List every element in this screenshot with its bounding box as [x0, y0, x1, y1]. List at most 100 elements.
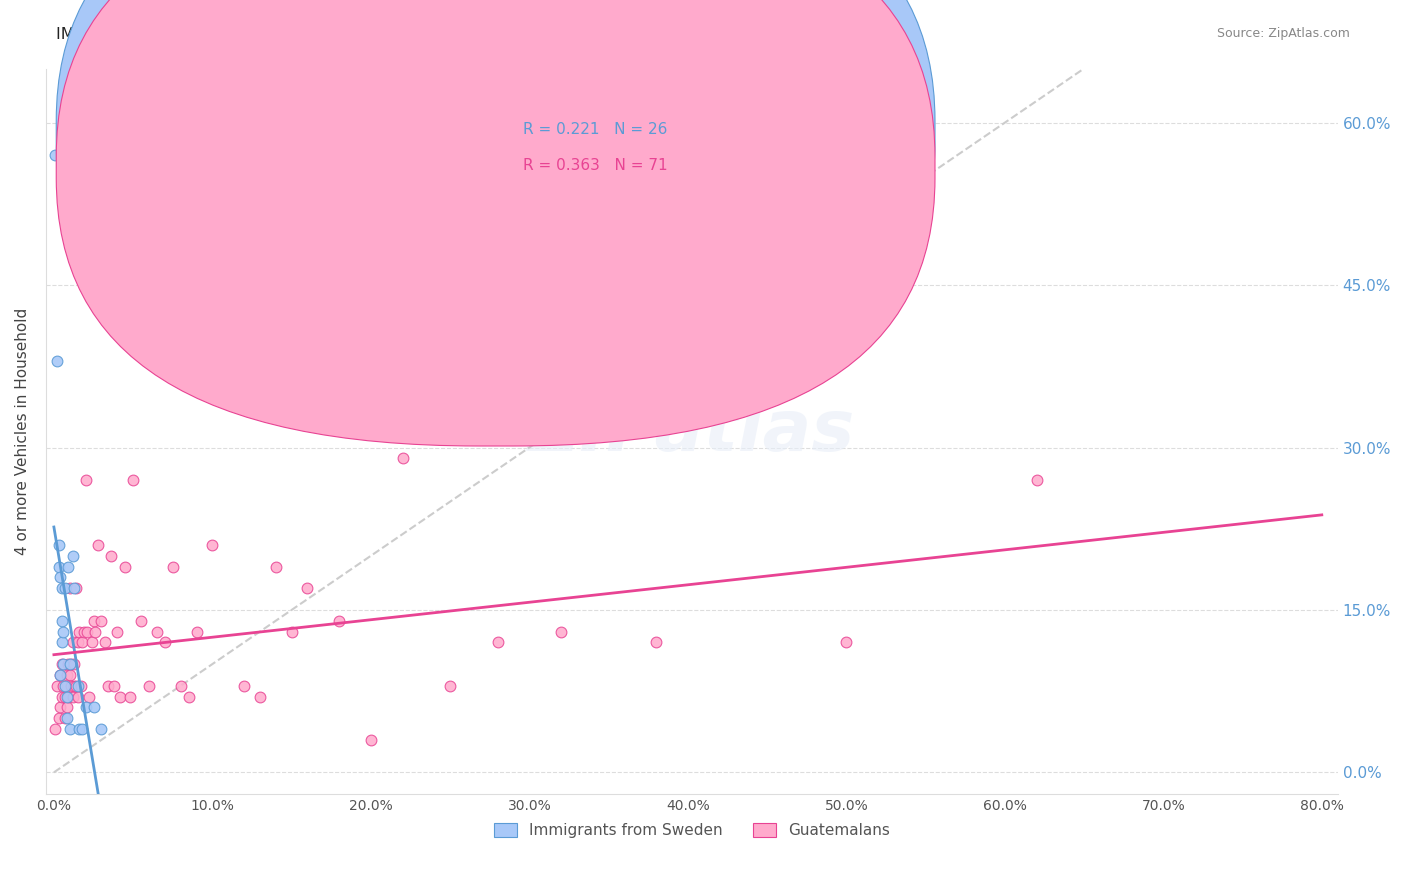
Point — [67, 722, 90, 736]
Point — [83, 700, 105, 714]
Point — [72, 722, 94, 736]
Point — [297, 582, 319, 596]
Point — [63, 582, 86, 596]
Point — [62, 549, 84, 563]
Point — [486, 635, 509, 649]
Point — [46, 354, 69, 368]
Point — [65, 679, 87, 693]
Text: IMMIGRANTS FROM SWEDEN VS GUATEMALAN 4 OR MORE VEHICLES IN HOUSEHOLD CORRELATION: IMMIGRANTS FROM SWEDEN VS GUATEMALAN 4 O… — [56, 27, 918, 42]
Point — [55, 700, 77, 714]
Point — [44, 722, 66, 736]
Point — [63, 679, 86, 693]
Point — [53, 711, 76, 725]
Point — [233, 679, 256, 693]
Point — [75, 700, 97, 714]
Point — [53, 582, 76, 596]
Point — [55, 668, 77, 682]
Point — [93, 635, 115, 649]
Point — [65, 582, 87, 596]
Point — [56, 657, 79, 671]
Point — [49, 668, 72, 682]
Point — [56, 559, 79, 574]
Point — [73, 624, 96, 639]
Point — [80, 635, 103, 649]
Point — [138, 679, 160, 693]
Point — [52, 657, 75, 671]
Point — [72, 635, 94, 649]
Point — [835, 635, 858, 649]
Point — [52, 624, 75, 639]
Point — [103, 679, 125, 693]
Point — [51, 657, 73, 671]
Point — [550, 624, 572, 639]
Point — [170, 679, 193, 693]
Point — [51, 582, 73, 596]
Point — [328, 614, 350, 628]
Text: R = 0.221   N = 26: R = 0.221 N = 26 — [523, 122, 668, 136]
Point — [55, 711, 77, 725]
Point — [48, 559, 70, 574]
Point — [55, 690, 77, 704]
Point — [51, 635, 73, 649]
Point — [69, 679, 91, 693]
Point — [122, 473, 145, 487]
Point — [44, 148, 66, 162]
Point — [62, 635, 84, 649]
Point — [76, 624, 98, 639]
Point — [60, 657, 83, 671]
Point — [90, 722, 112, 736]
Point — [146, 624, 169, 639]
Point — [90, 614, 112, 628]
Point — [51, 614, 73, 628]
Point — [59, 668, 82, 682]
Point — [59, 722, 82, 736]
Point — [391, 451, 413, 466]
Point — [56, 690, 79, 704]
Text: R = 0.363   N = 71: R = 0.363 N = 71 — [523, 158, 668, 172]
Point — [100, 549, 122, 563]
Point — [114, 559, 136, 574]
Point — [129, 614, 152, 628]
Point — [153, 635, 176, 649]
Point — [84, 624, 107, 639]
Point — [66, 635, 89, 649]
Point — [118, 690, 141, 704]
Point — [1025, 473, 1047, 487]
Point — [49, 700, 72, 714]
Point — [87, 538, 110, 552]
Point — [439, 679, 461, 693]
Point — [110, 690, 132, 704]
Point — [83, 614, 105, 628]
Point — [105, 624, 128, 639]
Point — [264, 559, 287, 574]
Point — [51, 690, 73, 704]
Point — [53, 679, 76, 693]
Point — [77, 690, 100, 704]
Point — [177, 690, 200, 704]
Point — [59, 657, 82, 671]
Point — [97, 679, 120, 693]
Point — [645, 635, 668, 649]
Point — [280, 624, 302, 639]
Point — [186, 624, 208, 639]
Point — [67, 624, 90, 639]
Point — [249, 690, 271, 704]
Point — [63, 657, 86, 671]
Point — [59, 582, 82, 596]
Point — [46, 679, 69, 693]
Point — [62, 690, 84, 704]
Point — [52, 679, 75, 693]
Point — [66, 690, 89, 704]
Point — [48, 538, 70, 552]
Point — [75, 473, 97, 487]
Point — [49, 570, 72, 584]
Text: Source: ZipAtlas.com: Source: ZipAtlas.com — [1216, 27, 1350, 40]
Point — [48, 711, 70, 725]
Point — [201, 538, 224, 552]
Y-axis label: 4 or more Vehicles in Household: 4 or more Vehicles in Household — [15, 308, 30, 555]
Point — [360, 732, 382, 747]
Legend: Immigrants from Sweden, Guatemalans: Immigrants from Sweden, Guatemalans — [488, 817, 896, 845]
Point — [217, 397, 239, 411]
Point — [53, 690, 76, 704]
Point — [60, 679, 83, 693]
